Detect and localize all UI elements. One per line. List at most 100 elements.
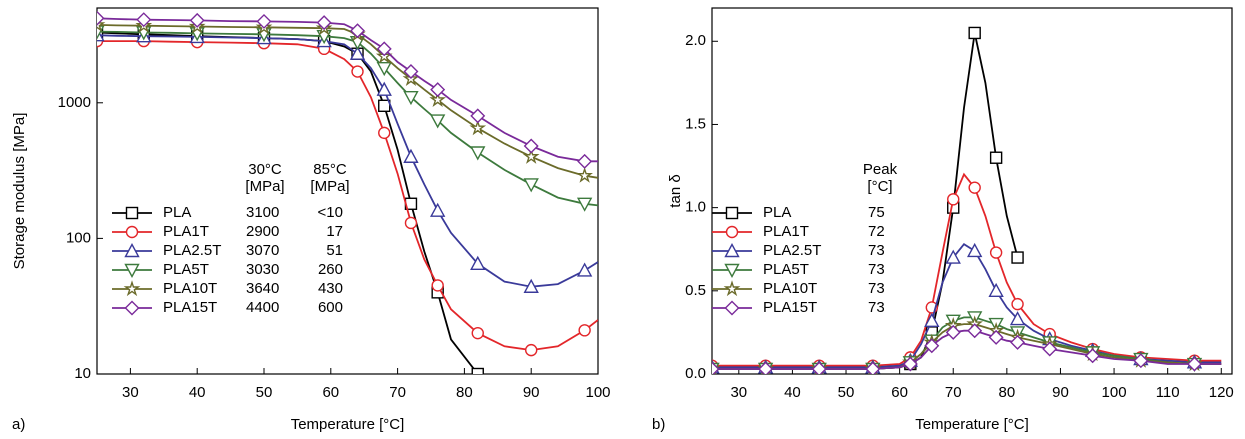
plot-frame — [711, 7, 1233, 375]
x-tick-label: 100 — [1102, 384, 1127, 401]
marker — [376, 81, 392, 96]
legend-value: 260 — [318, 261, 343, 278]
marker — [470, 255, 486, 270]
marker — [470, 108, 486, 124]
marker — [988, 282, 1004, 298]
legend-label: PLA1T — [763, 223, 809, 240]
marker — [902, 356, 918, 372]
legend-marker — [123, 280, 141, 297]
marker — [376, 41, 392, 57]
marker — [471, 326, 484, 340]
marker — [1085, 348, 1101, 364]
marker — [865, 361, 881, 374]
legend-value: 73 — [868, 261, 885, 278]
x-tick-label: 30 — [122, 384, 139, 401]
legend-header: Peak — [863, 161, 898, 178]
marker — [256, 13, 272, 29]
x-tick-label: 110 — [1156, 384, 1180, 401]
marker — [469, 119, 487, 136]
legend-label: PLA10T — [163, 280, 217, 297]
plot-data — [97, 10, 598, 374]
marker — [350, 23, 366, 39]
legend-marker — [124, 263, 140, 278]
x-tick-label: 40 — [189, 384, 206, 401]
legend-header: [MPa] — [245, 178, 284, 195]
series-line — [97, 31, 479, 374]
legend-header: [MPa] — [310, 178, 349, 195]
legend-marker — [125, 225, 139, 239]
x-tick-label: 30 — [730, 384, 747, 401]
y-axis-label: tan δ — [667, 174, 684, 207]
series-line — [97, 30, 598, 207]
y-axis-label: Storage modulus [MPa] — [11, 113, 28, 270]
marker — [576, 197, 593, 212]
plot-data — [712, 26, 1222, 374]
marker — [522, 147, 540, 164]
legend-value: 17 — [326, 223, 343, 240]
marker — [523, 278, 539, 293]
marker — [378, 126, 391, 140]
legend-label: PLA2.5T — [163, 242, 221, 259]
legend-marker — [723, 280, 741, 297]
y-tick-label: 2.0 — [685, 32, 706, 49]
legend-marker — [125, 206, 139, 220]
legend-marker — [724, 300, 740, 316]
legend-value: 3030 — [246, 261, 279, 278]
marker — [376, 61, 392, 77]
marker — [97, 10, 105, 26]
legend-label: PLA1T — [163, 223, 209, 240]
legend-value: 430 — [318, 280, 343, 297]
legend-label: PLA10T — [763, 280, 817, 297]
legend-value: 72 — [868, 223, 885, 240]
marker — [349, 45, 366, 60]
marker — [136, 12, 152, 28]
y-tick-label: 1000 — [58, 94, 91, 111]
marker — [525, 343, 538, 357]
legend-label: PLA5T — [763, 261, 809, 278]
plot-frame — [96, 7, 599, 375]
marker — [316, 15, 332, 31]
marker — [947, 193, 960, 206]
legend-value: 75 — [868, 204, 885, 221]
legend-value: 4400 — [246, 299, 279, 316]
x-tick-label: 60 — [891, 384, 908, 401]
marker — [968, 181, 981, 194]
y-tick-label: 0.0 — [685, 365, 706, 382]
x-tick-label: 120 — [1209, 384, 1234, 401]
marker — [403, 90, 419, 106]
marker — [577, 153, 593, 169]
x-tick-label: 90 — [1052, 384, 1069, 401]
legend-marker — [124, 300, 140, 316]
legend-label: PLA — [763, 204, 791, 221]
series-line — [97, 34, 598, 288]
legend-marker — [724, 243, 740, 258]
legend-value: <10 — [318, 204, 343, 221]
marker — [924, 312, 940, 327]
panel-label: b) — [652, 416, 665, 433]
marker — [430, 82, 446, 98]
legend-value: 73 — [868, 280, 885, 297]
marker — [576, 262, 593, 277]
marker — [988, 329, 1004, 345]
y-tick-label: 0.5 — [685, 282, 706, 299]
y-tick-label: 1.5 — [685, 115, 706, 132]
marker — [811, 361, 827, 374]
marker — [430, 114, 446, 129]
marker — [578, 324, 591, 337]
legend-value: 3100 — [246, 204, 279, 221]
x-tick-label: 100 — [585, 384, 610, 401]
marker — [576, 166, 593, 183]
x-tick-label: 80 — [456, 384, 473, 401]
legend-value: 73 — [868, 242, 885, 259]
legend-label: PLA — [163, 204, 191, 221]
marker — [945, 249, 961, 264]
x-tick-label: 80 — [999, 384, 1016, 401]
x-tick-label: 50 — [838, 384, 855, 401]
marker — [404, 216, 418, 230]
x-tick-label: 60 — [322, 384, 339, 401]
x-axis-label: Temperature [°C] — [291, 416, 405, 433]
legend-label: PLA5T — [163, 261, 209, 278]
y-tick-label: 100 — [66, 229, 91, 246]
marker — [471, 367, 484, 374]
